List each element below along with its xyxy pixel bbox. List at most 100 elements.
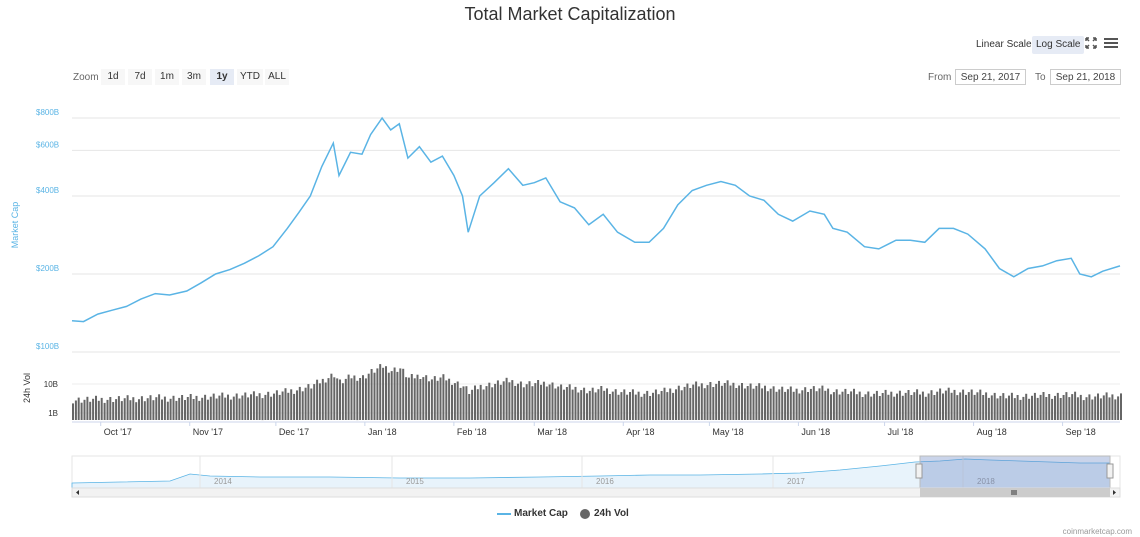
- volume-bar: [522, 387, 525, 420]
- zoom-1y-button[interactable]: 1y: [210, 69, 234, 85]
- y-tick-label: $100B: [36, 342, 59, 351]
- volume-bar: [235, 393, 238, 420]
- volume-bar: [396, 371, 399, 420]
- volume-bar: [660, 391, 663, 420]
- zoom-1d-button[interactable]: 1d: [101, 69, 125, 85]
- volume-bar: [339, 379, 341, 420]
- volume-bar: [224, 397, 227, 420]
- volume-bar: [471, 389, 474, 420]
- navigator-right-handle[interactable]: [1106, 463, 1114, 479]
- volume-bar: [884, 389, 887, 420]
- volume-bar: [775, 391, 778, 420]
- volume-axis-ticks: 1B 10B: [44, 380, 58, 418]
- zoom-3m-button[interactable]: 3m: [182, 69, 206, 85]
- zoom-1m-button[interactable]: 1m: [155, 69, 179, 85]
- scroll-right-icon[interactable]: [1113, 490, 1116, 495]
- volume-bar: [439, 377, 442, 420]
- volume-bar: [789, 386, 792, 420]
- volume-bar: [402, 368, 405, 420]
- volume-bar: [195, 395, 198, 420]
- log-scale-button[interactable]: Log Scale: [1032, 36, 1085, 54]
- volume-bar: [1028, 398, 1031, 420]
- volume-bar: [838, 394, 841, 420]
- volume-bar: [258, 393, 261, 420]
- legend-24h-vol[interactable]: 24h Vol: [594, 508, 629, 519]
- volume-bar: [370, 369, 373, 420]
- from-date-input[interactable]: Sep 21, 2017: [955, 69, 1026, 85]
- volume-bar: [982, 395, 985, 420]
- volume-bar: [947, 387, 950, 420]
- navigator-selection[interactable]: [919, 455, 1111, 489]
- fullscreen-icon[interactable]: [1085, 37, 1097, 49]
- volume-bar: [611, 391, 614, 420]
- zoom-ytd-button[interactable]: YTD: [237, 69, 263, 85]
- volume-bar: [218, 395, 221, 420]
- zoom-label: Zoom: [73, 72, 99, 83]
- volume-bar: [166, 401, 169, 420]
- menu-icon[interactable]: [1104, 37, 1118, 49]
- volume-bar: [321, 378, 324, 420]
- zoom-7d-button[interactable]: 7d: [128, 69, 152, 85]
- volume-bar: [784, 391, 787, 420]
- volume-bar: [815, 391, 818, 420]
- volume-bar: [433, 376, 436, 420]
- volume-bar: [284, 388, 287, 420]
- scrollbar-track[interactable]: [71, 487, 1121, 498]
- volume-tick-label: 1B: [48, 409, 58, 418]
- volume-bar: [993, 392, 996, 420]
- scrollbar-thumb[interactable]: [920, 488, 1110, 497]
- y-tick-label: $400B: [36, 186, 59, 195]
- volume-bar: [109, 397, 112, 420]
- volume-bar: [393, 367, 396, 420]
- volume-bar: [649, 396, 652, 420]
- volume-bar: [333, 377, 336, 420]
- zoom-all-button[interactable]: ALL: [265, 69, 289, 85]
- volume-bar: [459, 387, 462, 420]
- volume-bar: [92, 398, 95, 420]
- volume-bar: [689, 388, 692, 420]
- volume-bar: [86, 396, 89, 420]
- volume-bar: [347, 374, 350, 420]
- volume-bar: [697, 386, 700, 420]
- x-tick-label: Dec '17: [279, 427, 309, 437]
- volume-bar: [215, 398, 218, 420]
- volume-bar: [537, 380, 540, 420]
- volume-bar: [1022, 396, 1025, 420]
- legend-market-cap[interactable]: Market Cap: [514, 508, 568, 519]
- volume-bar: [482, 389, 485, 420]
- to-date-input[interactable]: Sep 21, 2018: [1050, 69, 1121, 85]
- volume-bar: [209, 396, 212, 420]
- volume-bar: [1008, 395, 1010, 420]
- volume-bar: [985, 392, 988, 420]
- credits-link[interactable]: coinmarketcap.com: [1062, 527, 1132, 536]
- linear-scale-button[interactable]: Linear Scale: [976, 39, 1032, 50]
- volume-bar: [999, 395, 1002, 420]
- volume-bar: [792, 391, 795, 420]
- volume-bar: [494, 383, 497, 420]
- volume-bar: [634, 394, 637, 420]
- navigator-left-handle[interactable]: [915, 463, 923, 479]
- volume-bar: [1071, 394, 1074, 420]
- volume-bar: [1051, 398, 1054, 420]
- volume-bar: [844, 388, 847, 420]
- volume-bar: [241, 395, 244, 420]
- volume-bar: [821, 385, 824, 420]
- volume-bar: [1079, 394, 1082, 420]
- volume-bar: [184, 400, 186, 420]
- volume-bar: [594, 392, 597, 420]
- volume-bar: [476, 389, 479, 420]
- scroll-left-icon[interactable]: [76, 490, 79, 495]
- volume-bar: [508, 382, 511, 420]
- volume-bar: [910, 395, 913, 420]
- volume-bar: [873, 393, 876, 420]
- volume-bar: [1076, 397, 1079, 420]
- volume-bar: [824, 390, 827, 420]
- volume-bar: [376, 368, 379, 420]
- x-tick-label: Sep '18: [1066, 427, 1096, 437]
- volume-bar: [479, 384, 482, 420]
- volume-bar: [330, 373, 333, 420]
- volume-bar: [855, 394, 858, 420]
- volume-bar: [867, 391, 870, 420]
- market-cap-line: [71, 116, 1121, 323]
- volume-bar: [979, 389, 982, 420]
